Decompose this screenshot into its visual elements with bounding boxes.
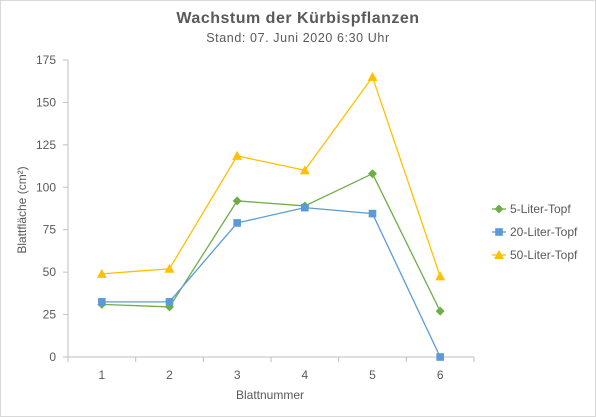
series-line bbox=[101, 75, 441, 277]
data-point bbox=[301, 203, 309, 212]
y-tick-label: 75 bbox=[43, 223, 57, 237]
x-tick-label: 5 bbox=[369, 368, 376, 382]
chart-title: Wachstum der Kürbispflanzen bbox=[176, 10, 420, 27]
data-point bbox=[436, 353, 444, 361]
y-tick-label: 175 bbox=[36, 53, 56, 67]
legend: 5-Liter-Topf 20-Liter-Topf 50-Liter-Topf bbox=[492, 202, 578, 262]
x-tick-label: 6 bbox=[437, 368, 444, 382]
data-point bbox=[98, 298, 106, 306]
data-point bbox=[164, 263, 175, 273]
y-axis-title: Blattfläche (cm²) bbox=[15, 166, 29, 253]
legend-label: 50-Liter-Topf bbox=[510, 248, 578, 262]
y-tick-label: 150 bbox=[36, 95, 56, 109]
data-point bbox=[435, 271, 446, 281]
data-point bbox=[233, 219, 241, 227]
series-line bbox=[101, 206, 441, 358]
legend-label: 20-Liter-Topf bbox=[510, 225, 578, 239]
data-point bbox=[435, 306, 445, 316]
series-5-liter-topf bbox=[97, 169, 445, 316]
x-tick-label: 1 bbox=[98, 368, 105, 382]
series-line bbox=[101, 172, 441, 312]
legend-label: 5-Liter-Topf bbox=[510, 202, 571, 216]
legend-entry: 20-Liter-Topf bbox=[492, 225, 578, 239]
y-tick-label: 0 bbox=[49, 350, 56, 364]
x-axis-title: Blattnummer bbox=[236, 388, 304, 402]
x-tick-label: 4 bbox=[301, 368, 308, 382]
data-point bbox=[368, 209, 377, 218]
legend-entry: 50-Liter-Topf bbox=[492, 248, 578, 262]
data-point bbox=[367, 71, 378, 81]
y-tick-label: 25 bbox=[43, 308, 57, 322]
y-tick-label: 125 bbox=[36, 138, 56, 152]
x-tick-label: 3 bbox=[234, 368, 241, 382]
data-point bbox=[165, 298, 174, 306]
series-20-liter-topf bbox=[98, 203, 444, 361]
data-point bbox=[96, 268, 107, 278]
legend-marker bbox=[494, 204, 504, 214]
data-point bbox=[232, 150, 243, 160]
y-tick-label: 50 bbox=[43, 265, 57, 279]
data-point bbox=[299, 165, 310, 175]
y-tick-label: 100 bbox=[36, 180, 56, 194]
axes: 0 25 50 75 100 125 150 175 1 2 3 4 5 6 bbox=[36, 53, 475, 382]
legend-entry: 5-Liter-Topf bbox=[492, 202, 571, 216]
series-50-liter-topf bbox=[96, 71, 446, 281]
legend-marker bbox=[495, 228, 503, 236]
data-point bbox=[368, 169, 377, 179]
legend-marker bbox=[494, 250, 504, 259]
x-tick-label: 2 bbox=[166, 368, 173, 382]
series-layer bbox=[96, 71, 446, 361]
chart-subtitle: Stand: 07. Juni 2020 6:30 Uhr bbox=[206, 31, 390, 45]
data-point bbox=[232, 196, 242, 206]
